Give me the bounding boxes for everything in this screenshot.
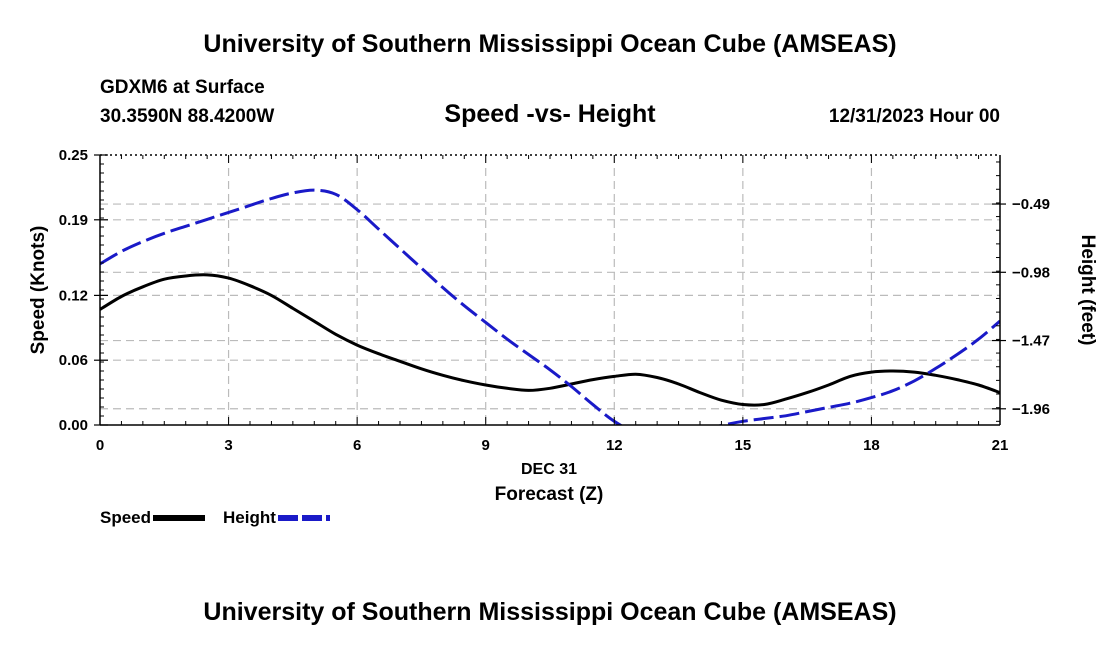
footer-title: University of Southern Mississippi Ocean… bbox=[203, 598, 897, 626]
x-tick-label: 15 bbox=[735, 437, 752, 454]
axes: 0.00 0.06 0.12 0.19 0.25 −1.96 −1.47 −0.98 −0.49… bbox=[59, 147, 1050, 454]
y2-axis-label: Height (feet) bbox=[1077, 235, 1098, 346]
y2-tick-label: −0.98 bbox=[1012, 264, 1050, 281]
legend-item-speed: Speed bbox=[100, 508, 206, 528]
y-tick-label: 0.25 bbox=[59, 147, 88, 164]
x-tick-label: 21 bbox=[992, 437, 1009, 454]
legend-label-speed: Speed bbox=[100, 508, 152, 527]
legend-label-height: Height bbox=[223, 508, 276, 527]
page-title: University of Southern Mississippi Ocean… bbox=[203, 30, 897, 58]
y-axis-label: Speed (Knots) bbox=[28, 226, 49, 355]
series-line-height bbox=[100, 188, 1000, 425]
y2-tick-label: −1.96 bbox=[1012, 401, 1050, 418]
datetime-label: 12/31/2023 Hour 00 bbox=[828, 106, 1000, 127]
x-tick-label: 12 bbox=[606, 437, 623, 454]
legend: Speed Height bbox=[100, 508, 348, 528]
x-tick-label: 0 bbox=[96, 437, 104, 454]
x-tick-label: 9 bbox=[482, 437, 490, 454]
y2-tick-label: −0.49 bbox=[1012, 196, 1050, 213]
x-tick-label: 18 bbox=[863, 437, 880, 454]
series-lines bbox=[100, 188, 1000, 425]
series-line-speed bbox=[100, 273, 1000, 407]
y-tick-label: 0.19 bbox=[59, 212, 88, 229]
y-tick-label: 0.12 bbox=[59, 287, 88, 304]
legend-swatch-speed bbox=[153, 515, 206, 521]
x-axis-date-label: DEC 31 bbox=[521, 461, 577, 478]
y-tick-label: 0.06 bbox=[59, 352, 88, 369]
y2-tick-label: −1.47 bbox=[1012, 333, 1050, 350]
station-label: GDXM6 at Surface bbox=[100, 77, 265, 98]
legend-item-height: Height bbox=[223, 508, 330, 528]
y-tick-label: 0.00 bbox=[59, 417, 88, 434]
chart-subtitle: Speed -vs- Height bbox=[444, 100, 656, 128]
x-tick-label: 3 bbox=[224, 437, 232, 454]
grid-lines bbox=[100, 155, 1000, 425]
x-axis-label: Forecast (Z) bbox=[495, 484, 604, 505]
coordinates-label: 30.3590N 88.4200W bbox=[100, 106, 275, 127]
x-tick-label: 6 bbox=[353, 437, 361, 454]
legend-swatch-height bbox=[277, 515, 330, 521]
